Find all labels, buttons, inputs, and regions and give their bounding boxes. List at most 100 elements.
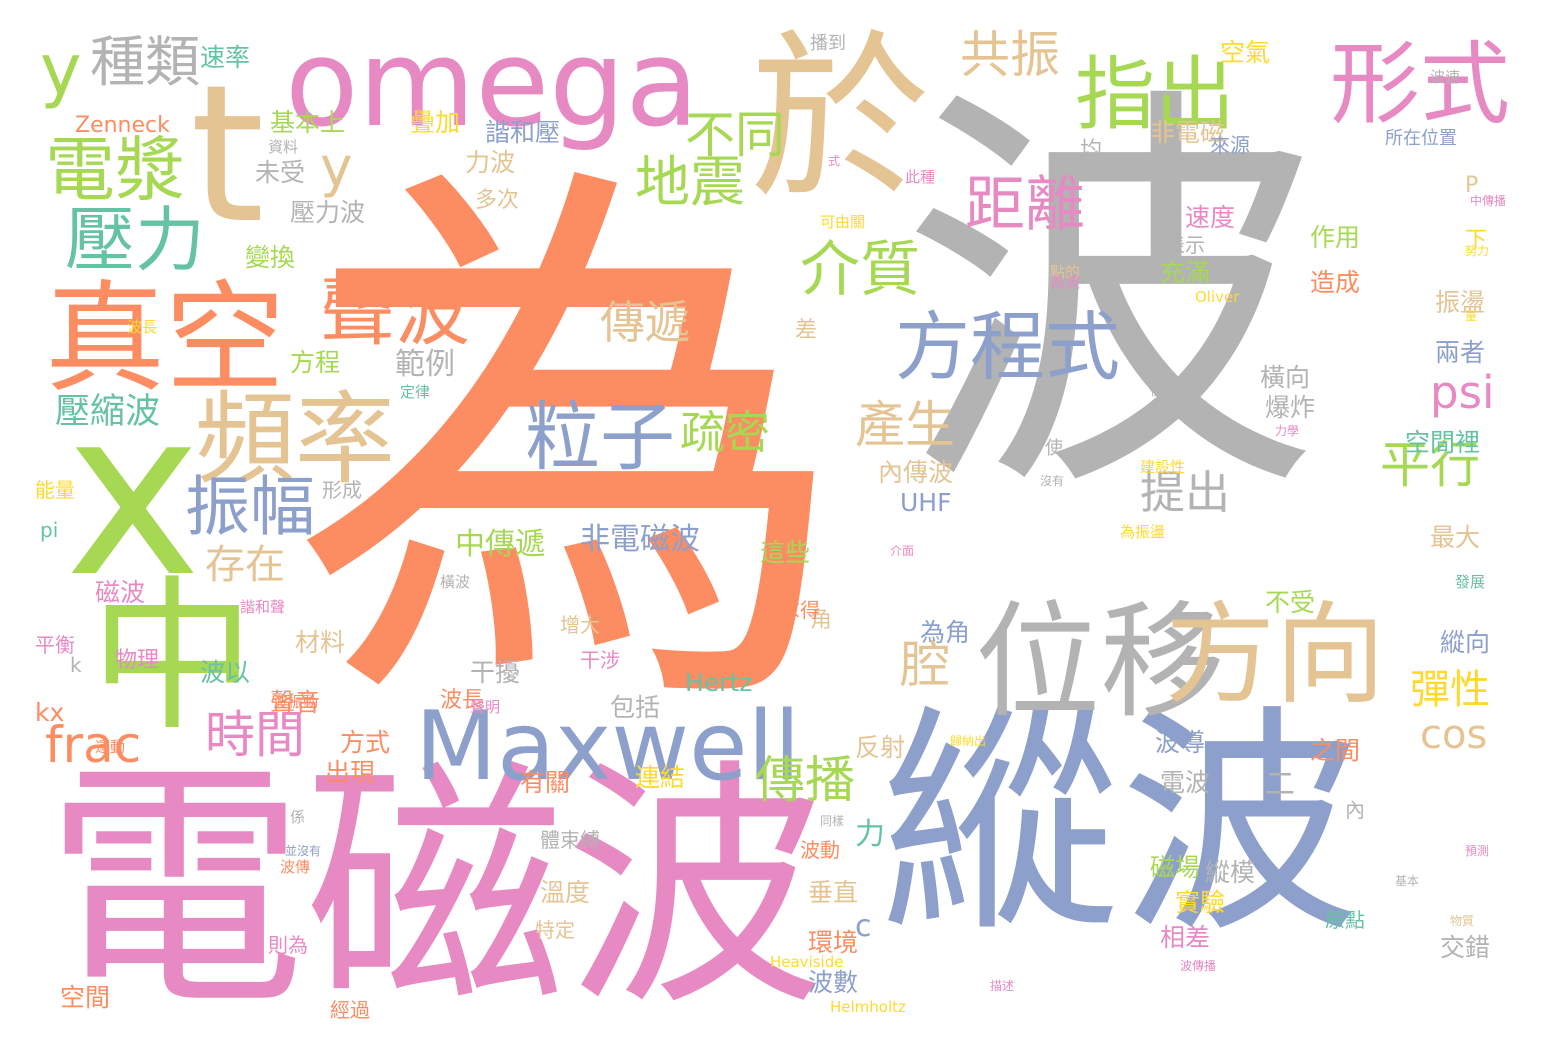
word-0: 為 bbox=[290, 124, 850, 776]
word-161: 並沒有 bbox=[285, 844, 322, 858]
word-54: 未受 bbox=[255, 158, 306, 187]
word-3: 縱波 bbox=[880, 685, 1361, 965]
word-101: 縱向 bbox=[1440, 628, 1491, 657]
word-107: 平衡 bbox=[35, 633, 75, 657]
word-160: 歸納出 bbox=[950, 734, 987, 748]
word-50: 基本上 bbox=[270, 108, 346, 137]
word-136: Helmholtz bbox=[830, 998, 906, 1016]
word-73: 空間裡 bbox=[1405, 428, 1481, 457]
word-9: 真空 bbox=[45, 270, 285, 409]
word-16: 方程式 bbox=[895, 303, 1121, 391]
word-4: 於 bbox=[750, 15, 931, 224]
word-59: 內傳波 bbox=[878, 458, 954, 487]
word-158: 預測 bbox=[1465, 844, 1490, 858]
word-23: 介質 bbox=[800, 235, 920, 305]
word-81: Hertz bbox=[685, 668, 753, 697]
word-30: 傳遞 bbox=[600, 296, 691, 349]
word-62: 非電磁 bbox=[1150, 118, 1226, 147]
word-151: 後 bbox=[1150, 384, 1163, 398]
word-69: 振盪 bbox=[1435, 288, 1486, 317]
word-76: 磁波 bbox=[95, 578, 146, 607]
word-45: 中傳遞 bbox=[455, 527, 545, 562]
word-142: 運動 bbox=[95, 738, 126, 756]
word-93: 相差 bbox=[1160, 923, 1211, 952]
word-143: 波振動 bbox=[273, 693, 319, 711]
word-70: 兩者 bbox=[1435, 338, 1486, 367]
word-100: 不受 bbox=[1265, 588, 1316, 617]
word-12: 方向 bbox=[1165, 591, 1385, 719]
word-65: 表示 bbox=[1165, 233, 1205, 257]
word-55: 多次 bbox=[475, 188, 520, 213]
word-155: 發展 bbox=[1455, 573, 1486, 591]
word-117: P bbox=[1465, 173, 1479, 198]
word-38: 傳播 bbox=[755, 751, 855, 809]
word-19: 電漿 bbox=[45, 129, 185, 211]
word-159: 同樣 bbox=[820, 814, 845, 828]
word-140: 原點 bbox=[1325, 908, 1365, 932]
word-167: 聲明 bbox=[470, 698, 501, 716]
word-135: Heaviside bbox=[770, 953, 844, 971]
word-42: 存在 bbox=[205, 542, 285, 588]
word-25: y bbox=[40, 29, 82, 111]
word-125: Oliver bbox=[1195, 288, 1240, 306]
word-79: 干擾 bbox=[470, 658, 521, 687]
word-114: 力 bbox=[855, 817, 885, 852]
word-47: 這些 bbox=[760, 538, 811, 567]
word-150: 量 bbox=[1465, 309, 1478, 323]
word-24: 地震 bbox=[635, 150, 746, 214]
word-102: 為角 bbox=[920, 618, 971, 647]
word-127: 建設性 bbox=[1140, 458, 1186, 476]
word-44: 非電磁波 bbox=[580, 522, 700, 557]
word-66: 作用 bbox=[1310, 223, 1361, 252]
word-56: 壓力波 bbox=[290, 198, 366, 227]
word-31: 疏密 bbox=[680, 406, 771, 459]
word-145: 資料 bbox=[268, 138, 299, 156]
word-49: Zenneck bbox=[75, 113, 170, 138]
word-75: 來源 bbox=[1210, 133, 1250, 157]
word-64: 速度 bbox=[1185, 203, 1236, 232]
word-139: 內 bbox=[1345, 798, 1365, 822]
word-92: 實驗 bbox=[1175, 888, 1226, 917]
word-36: 平行 bbox=[1380, 436, 1480, 494]
word-103: 增大 bbox=[560, 613, 600, 637]
word-168: 波長 bbox=[127, 318, 158, 336]
word-71: 橫向 bbox=[1260, 363, 1311, 392]
word-68: 造成 bbox=[1310, 268, 1361, 297]
word-57: 變換 bbox=[245, 243, 296, 272]
word-153: 沒有 bbox=[1040, 474, 1065, 488]
word-162: 描述 bbox=[990, 979, 1015, 993]
word-118: 下 bbox=[1465, 228, 1488, 253]
word-11: 位移 bbox=[975, 590, 1225, 735]
word-28: 不同 bbox=[685, 106, 785, 164]
word-5: omega bbox=[285, 15, 699, 154]
word-72: 爆炸 bbox=[1265, 393, 1316, 422]
word-126: 使 bbox=[1045, 438, 1063, 459]
word-84: 有關 bbox=[520, 768, 571, 797]
word-156: 物質 bbox=[1450, 914, 1475, 928]
word-13: Maxwell bbox=[415, 692, 801, 802]
word-46: 範例 bbox=[395, 347, 455, 382]
word-137: 體束縛 bbox=[540, 828, 600, 852]
word-124: 為波 bbox=[1050, 273, 1081, 291]
word-149: 努力 bbox=[1465, 244, 1490, 258]
word-61: 最大 bbox=[1430, 523, 1481, 552]
word-166: 波傳 bbox=[280, 858, 311, 876]
word-74: 空氣 bbox=[1220, 38, 1271, 67]
word-2: 電磁波 bbox=[45, 739, 825, 1041]
word-115: 二 bbox=[1265, 767, 1295, 802]
word-7: x bbox=[65, 361, 202, 628]
word-67: 充滿 bbox=[1160, 258, 1211, 287]
word-86: 反射 bbox=[855, 733, 906, 762]
word-146: 此種 bbox=[905, 168, 936, 186]
word-63: 均 bbox=[1080, 138, 1103, 163]
word-113: c bbox=[855, 909, 872, 944]
word-37: 提出 bbox=[1140, 466, 1231, 519]
word-121: 所在位置 bbox=[1385, 128, 1457, 149]
word-122: 可由關 bbox=[820, 213, 866, 231]
word-78: 聲音 bbox=[270, 688, 321, 717]
word-109: pi bbox=[40, 518, 59, 542]
word-35: psi bbox=[1430, 366, 1495, 419]
word-83: 出現 bbox=[325, 758, 376, 787]
word-154: 介面 bbox=[890, 544, 915, 558]
